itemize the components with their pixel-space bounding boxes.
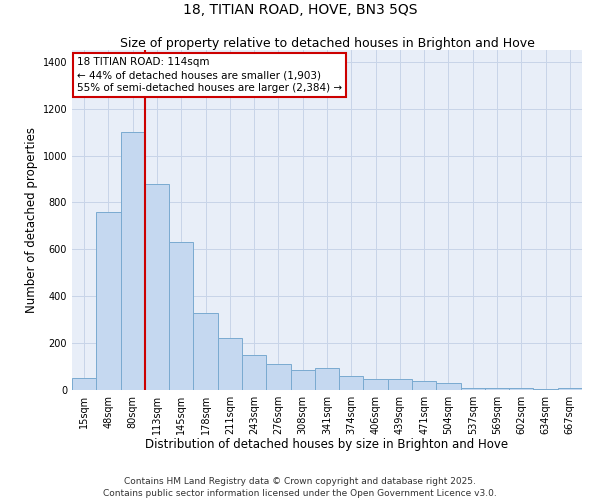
Bar (218, 338, 242, 390)
Bar (242, 355, 266, 390)
Bar (169, 242, 193, 390)
Bar (290, 370, 315, 390)
Bar (193, 312, 218, 390)
Bar (558, 388, 582, 390)
Bar (533, 389, 558, 390)
Bar (96, 212, 121, 390)
Bar (121, 132, 145, 390)
Text: Contains HM Land Registry data © Crown copyright and database right 2025.
Contai: Contains HM Land Registry data © Crown c… (103, 476, 497, 498)
Bar (72, 378, 96, 390)
Bar (436, 383, 461, 390)
Title: Size of property relative to detached houses in Brighton and Hove: Size of property relative to detached ho… (119, 37, 535, 50)
Bar (266, 364, 290, 390)
Bar (339, 376, 364, 390)
Bar (509, 388, 533, 390)
Bar (388, 380, 412, 390)
Bar (461, 388, 485, 390)
Bar (145, 184, 169, 390)
Bar (412, 380, 436, 390)
Y-axis label: Number of detached properties: Number of detached properties (25, 127, 38, 313)
Text: 18 TITIAN ROAD: 114sqm
← 44% of detached houses are smaller (1,903)
55% of semi-: 18 TITIAN ROAD: 114sqm ← 44% of detached… (77, 57, 342, 93)
Bar (364, 380, 388, 390)
Bar (315, 368, 339, 390)
Bar (485, 388, 509, 390)
X-axis label: Distribution of detached houses by size in Brighton and Hove: Distribution of detached houses by size … (145, 438, 509, 452)
Text: 18, TITIAN ROAD, HOVE, BN3 5QS: 18, TITIAN ROAD, HOVE, BN3 5QS (183, 2, 417, 16)
